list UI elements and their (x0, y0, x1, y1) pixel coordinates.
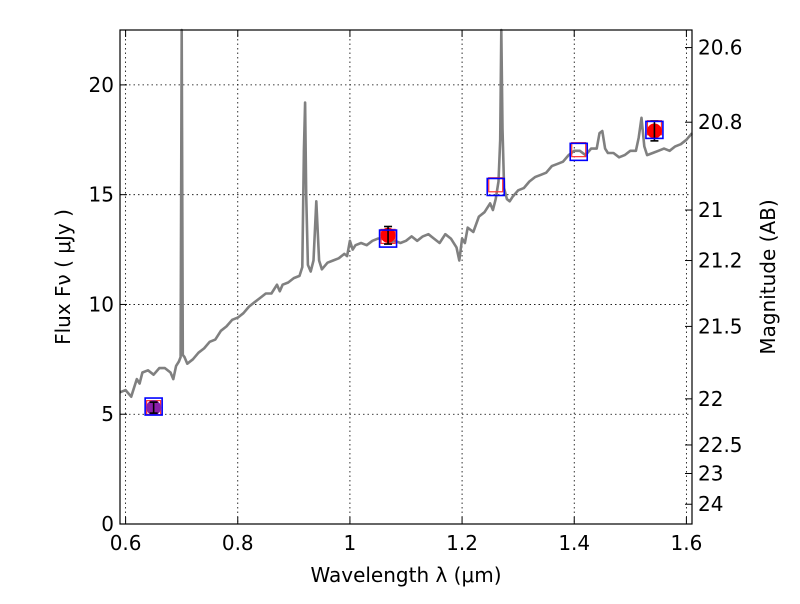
y-tick-label: 10 (89, 292, 114, 316)
x-axis-title: Wavelength λ (μm) (310, 563, 501, 587)
y-tick-label: 15 (89, 183, 114, 207)
right-tick-label: 20.6 (698, 36, 743, 60)
x-tick-label: 1.2 (446, 531, 478, 555)
filter-point (645, 120, 664, 140)
spectrum-series (119, 28, 693, 398)
right-tick-label: 21.5 (698, 314, 743, 338)
right-axis-title: Magnitude (AB) (756, 199, 780, 354)
x-tick-label: 1.6 (670, 531, 702, 555)
x-tick-label: 0.8 (222, 531, 254, 555)
filter-point (144, 397, 163, 416)
right-tick-label: 21.2 (698, 249, 743, 273)
y-tick-label: 0 (101, 512, 114, 536)
filter-point (378, 229, 398, 248)
grid (120, 30, 692, 525)
filter-point (486, 177, 506, 197)
x-tick-label: 1.4 (558, 531, 590, 555)
model-point (488, 177, 504, 193)
x-tick-label: 1 (344, 531, 357, 555)
right-tick-label: 24 (698, 492, 723, 516)
right-tick-label: 21 (698, 198, 723, 222)
right-tick-label: 22.5 (698, 433, 743, 457)
right-tick-label: 23 (698, 462, 723, 486)
right-tick-label: 22 (698, 387, 723, 411)
right-tick-label: 20.8 (698, 110, 743, 134)
y-tick-label: 20 (89, 73, 114, 97)
y-axis-title: Flux Fν ( μJy ) (51, 209, 75, 345)
y-tick-label: 5 (101, 402, 114, 426)
spectrum-line (119, 28, 693, 398)
ticks: 0.6 0.8 1 1.2 1.4 1.6 0 5 10 15 20 20.6 20.8 21 21.2 21… (89, 30, 743, 555)
filter-point (569, 142, 589, 162)
x-tick-label: 0.6 (110, 531, 142, 555)
plot-frame (119, 29, 693, 525)
data-points (144, 120, 664, 416)
